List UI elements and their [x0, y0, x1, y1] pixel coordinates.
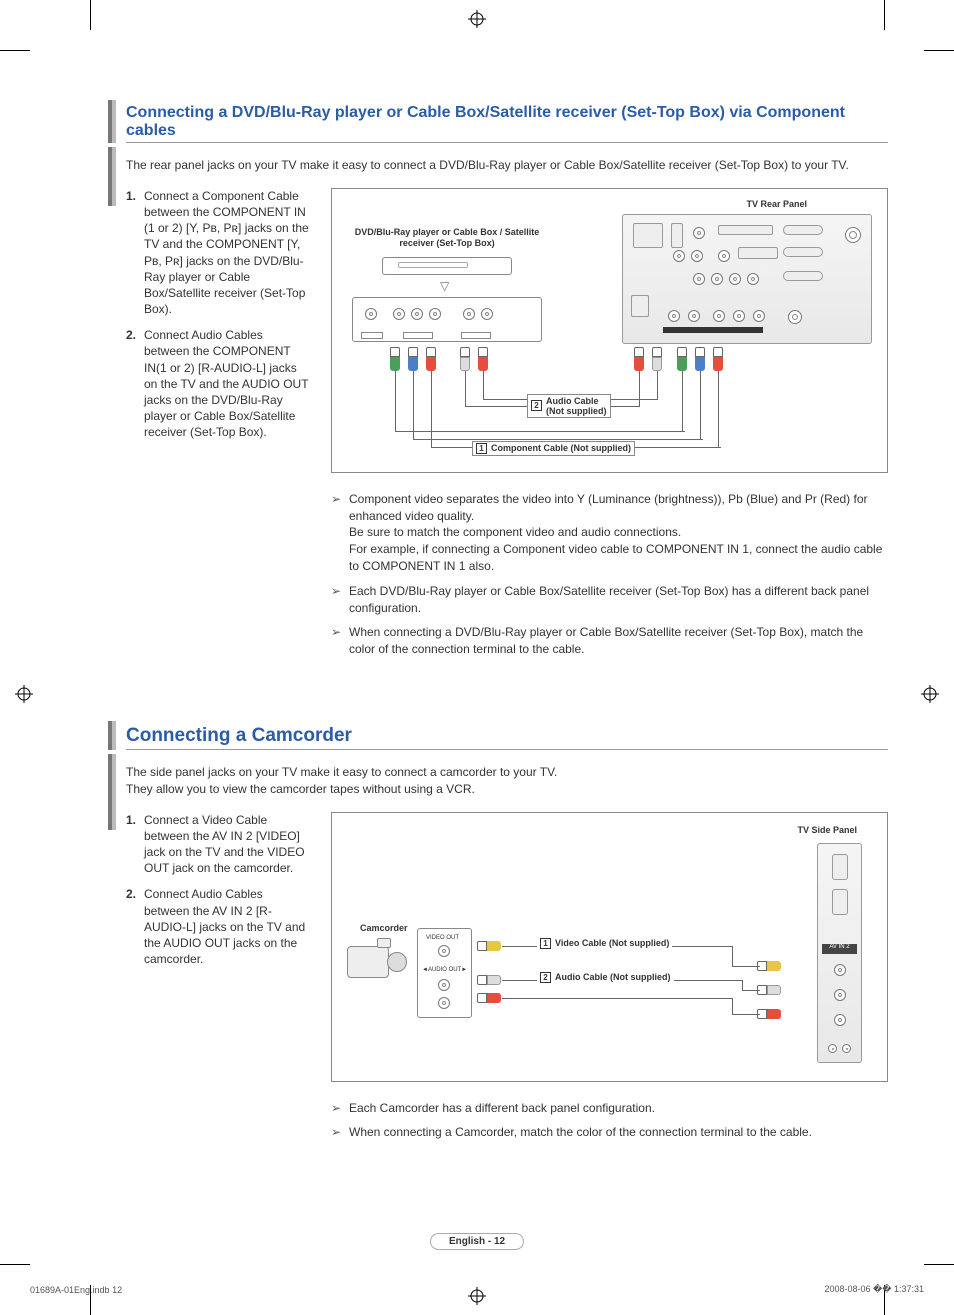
tv-rear-panel [622, 214, 872, 344]
registration-mark-icon [921, 685, 939, 703]
registration-mark-icon [468, 1287, 486, 1305]
arrow-icon: ▽ [440, 279, 449, 293]
note-arrow-icon: ➢ [331, 624, 349, 658]
crop-mark [0, 50, 30, 51]
dvd-back-panel [352, 297, 542, 342]
section1-title: Connecting a DVD/Blu-Ray player or Cable… [126, 100, 888, 143]
page-number-badge: English - 12 [430, 1233, 524, 1250]
cable-label-audio2: 2 Audio Cable (Not supplied) [537, 971, 674, 984]
crop-mark [90, 0, 91, 30]
device-label: DVD/Blu-Ray player or Cable Box / Satell… [352, 227, 542, 249]
note-arrow-icon: ➢ [331, 1124, 349, 1141]
registration-mark-icon [468, 10, 486, 28]
registration-mark-icon [15, 685, 33, 703]
section1-intro: The rear panel jacks on your TV make it … [126, 157, 849, 174]
camcorder-back-panel: VIDEO OUT ◄AUDIO OUT► [417, 928, 472, 1018]
section1-heading: Connecting a DVD/Blu-Ray player or Cable… [108, 100, 888, 143]
section2-diagram: TV Side Panel Camcorder AV IN 2 [331, 812, 888, 1082]
tv-panel-label: TV Rear Panel [746, 199, 807, 210]
section1-notes: ➢Component video separates the video int… [331, 491, 888, 658]
step-item: 2. Connect Audio Cables between the COMP… [126, 327, 311, 440]
crop-mark [924, 1264, 954, 1265]
cable-label-component: 1 Component Cable (Not supplied) [472, 441, 635, 456]
tv-side-label: TV Side Panel [797, 825, 857, 836]
footer-left-text: 01689A-01Eng.indb 12 [30, 1285, 122, 1295]
camcorder-device [347, 938, 407, 983]
section2-intro: The side panel jacks on your TV make it … [126, 764, 557, 798]
step-item: 1. Connect a Component Cable between the… [126, 188, 311, 318]
crop-mark [0, 1264, 30, 1265]
note-arrow-icon: ➢ [331, 491, 349, 575]
page-content: Connecting a DVD/Blu-Ray player or Cable… [108, 100, 888, 1149]
footer-right-text: 2008-08-06 �� 1:37:31 [824, 1284, 924, 1295]
section2-heading: Connecting a Camcorder [108, 721, 888, 750]
section2-steps: 1.Connect a Video Cable between the AV I… [126, 812, 311, 1150]
note-arrow-icon: ➢ [331, 1100, 349, 1117]
section1-diagram: TV Rear Panel DVD/Blu-Ray player or Cabl… [331, 188, 888, 473]
crop-mark [884, 0, 885, 30]
section2-notes: ➢Each Camcorder has a different back pan… [331, 1100, 888, 1142]
dvd-player-top [382, 257, 512, 275]
section2-title: Connecting a Camcorder [126, 721, 888, 750]
cable-label-video: 1 Video Cable (Not supplied) [537, 937, 672, 950]
note-arrow-icon: ➢ [331, 583, 349, 617]
camcorder-label: Camcorder [360, 923, 408, 934]
cable-label-audio: 2 Audio Cable (Not supplied) [527, 394, 611, 418]
crop-mark [924, 50, 954, 51]
section1-steps: 1. Connect a Component Cable between the… [126, 188, 311, 666]
tv-side-panel: AV IN 2 [817, 843, 862, 1063]
